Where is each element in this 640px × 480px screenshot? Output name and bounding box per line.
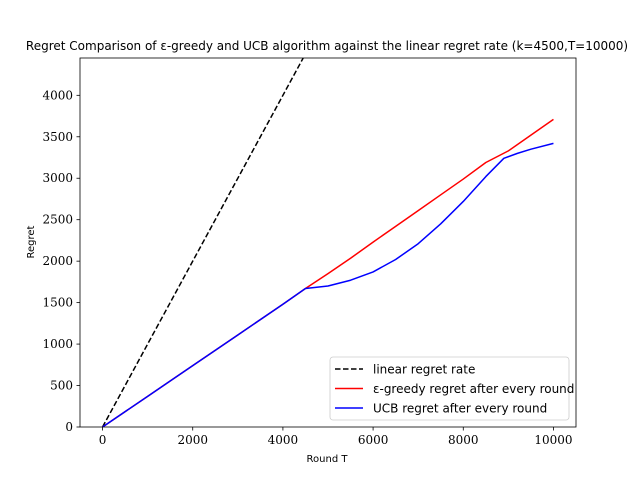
y-axis-ticks: 0 500 1000 1500 2000 2500 3000 3500 4000 [42, 88, 80, 434]
y-tick-label: 1500 [42, 296, 73, 310]
y-tick-label: 0 [65, 420, 73, 434]
legend-label-greedy-regret-after-every-round: ε-greedy regret after every round [373, 382, 574, 396]
chart-title: Regret Comparison of ε-greedy and UCB al… [26, 39, 628, 53]
x-axis-ticks: 0 2000 4000 6000 8000 10000 [99, 427, 573, 447]
x-tick-label: 2000 [177, 433, 208, 447]
legend-label-ucb-regret-after-every-round: UCB regret after every round [373, 402, 547, 416]
y-tick-label: 3500 [42, 130, 73, 144]
x-tick-label: 8000 [448, 433, 479, 447]
axes-frame [79, 57, 577, 428]
y-axis-label: Regret [26, 225, 37, 258]
series-line-ucb-regret-after-every-round [102, 142, 554, 427]
x-tick-label: 0 [99, 433, 107, 447]
y-tick-label: 2000 [42, 254, 73, 268]
y-tick-label: 500 [50, 379, 73, 393]
x-tick-label: 4000 [268, 433, 299, 447]
x-axis-label: Round T [307, 454, 349, 465]
chart-legend: linear regret rate ε-greedy regret after … [329, 356, 574, 421]
y-tick-label: 4000 [42, 88, 73, 102]
series-layer [101, 58, 554, 427]
legend-label-linear-regret-rate: linear regret rate [373, 363, 475, 377]
legend-box [329, 356, 570, 421]
y-tick-label: 3000 [42, 171, 73, 185]
x-tick-label: 10000 [534, 433, 572, 447]
y-tick-label: 1000 [42, 337, 73, 351]
y-tick-label: 2500 [42, 213, 73, 227]
series-line-linear-regret-rate [101, 58, 304, 427]
plot-area: 0 2000 4000 6000 8000 10000 0 500 1000 1500 2000 2… [42, 57, 577, 447]
x-tick-label: 6000 [358, 433, 389, 447]
